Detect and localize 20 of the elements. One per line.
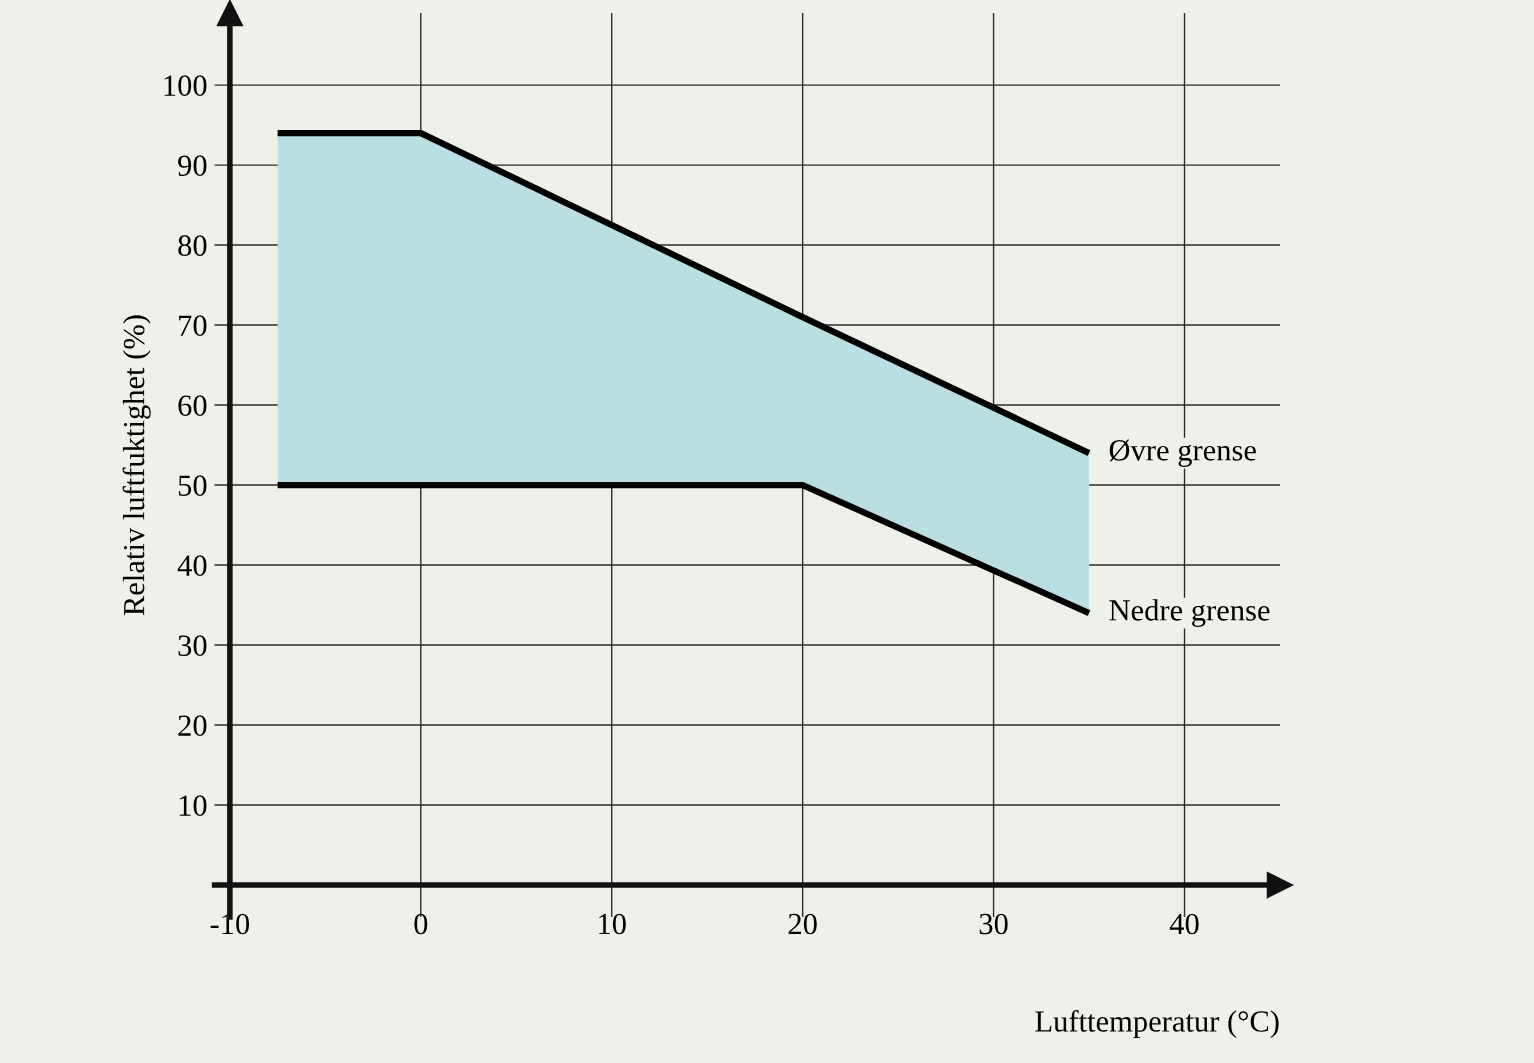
y-axis-title: Relativ luftfuktighet (%) xyxy=(122,315,151,616)
x-tick-label: 10 xyxy=(599,913,626,935)
y-tick-label: 70 xyxy=(179,315,207,336)
series-label: Nedre grense xyxy=(1109,599,1270,627)
x-tick-label: 0 xyxy=(414,913,428,935)
x-axis-title: Lufttemperatur (°C) xyxy=(1035,1009,1279,1038)
x-tick-label: 30 xyxy=(979,913,1008,935)
y-tick-label: 80 xyxy=(178,235,207,256)
y-tick-label: 50 xyxy=(178,475,207,496)
y-tick-label: 90 xyxy=(178,155,207,176)
y-tick-label: 100 xyxy=(164,75,207,96)
y-tick-label: 10 xyxy=(179,795,207,816)
x-tick-label: 20 xyxy=(788,913,817,935)
y-tick-label: 30 xyxy=(178,635,207,656)
y-tick-label: 40 xyxy=(177,555,207,576)
series-label: Øvre grense xyxy=(1109,439,1256,467)
x-tick-label: 40 xyxy=(1169,913,1199,935)
x-tick-label: -10 xyxy=(210,913,250,935)
y-tick-label: 20 xyxy=(178,715,207,736)
y-tick-label: 60 xyxy=(178,395,207,416)
